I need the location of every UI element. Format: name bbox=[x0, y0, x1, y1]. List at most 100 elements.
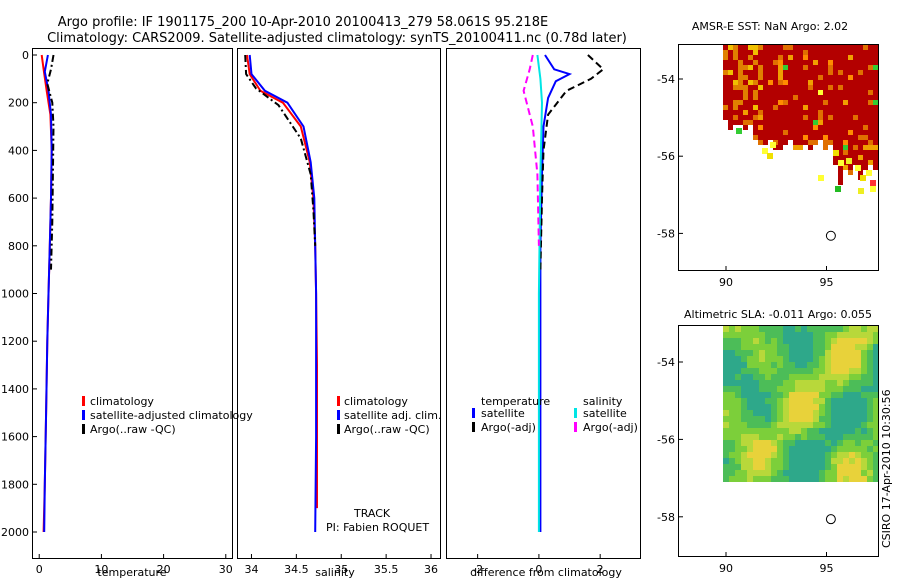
sst-cell bbox=[778, 65, 783, 70]
sla-cell bbox=[729, 344, 735, 350]
sla-cell bbox=[795, 476, 801, 482]
sst-cell bbox=[798, 75, 803, 80]
title-line-2: Climatology: CARS2009. Satellite-adjuste… bbox=[47, 31, 627, 46]
sla-cell bbox=[777, 404, 783, 410]
difference-xtick-label: 2 bbox=[597, 563, 604, 576]
sla-cell bbox=[723, 470, 729, 476]
sst-cell bbox=[853, 95, 858, 100]
sla-cell bbox=[855, 356, 861, 362]
sst-cell bbox=[868, 125, 873, 130]
sst-cell bbox=[818, 130, 823, 135]
sst-cell bbox=[818, 115, 823, 120]
sst-cell bbox=[853, 155, 858, 160]
sst-cell bbox=[823, 135, 828, 140]
sla-cell bbox=[813, 404, 819, 410]
sla-cell bbox=[759, 470, 765, 476]
sst-cell bbox=[833, 125, 838, 130]
sst-cell bbox=[768, 100, 773, 105]
sla-cell bbox=[831, 338, 837, 344]
sst-cell bbox=[863, 125, 868, 130]
sla-cell bbox=[861, 422, 867, 428]
sst-ytick-label: -56 bbox=[657, 150, 675, 163]
sla-cell bbox=[819, 464, 825, 470]
sst-cell bbox=[788, 85, 793, 90]
sla-cell bbox=[867, 416, 873, 422]
sst-cell bbox=[763, 60, 768, 65]
sst-cell bbox=[858, 170, 863, 175]
sst-cell bbox=[808, 105, 813, 110]
sla-cell bbox=[861, 416, 867, 422]
sla-cell bbox=[807, 410, 813, 416]
depth-tick-label: 1600 bbox=[1, 431, 29, 444]
sst-cell bbox=[788, 95, 793, 100]
sst-cell bbox=[743, 100, 748, 105]
sla-cell bbox=[861, 356, 867, 362]
sst-cell bbox=[868, 55, 873, 60]
sst-cell bbox=[858, 155, 863, 160]
sst-cell bbox=[818, 70, 823, 75]
sla-cell bbox=[819, 416, 825, 422]
sla-cell bbox=[801, 344, 807, 350]
sla-cell bbox=[729, 374, 735, 380]
sla-cell bbox=[753, 446, 759, 452]
sla-cell bbox=[849, 476, 855, 482]
sla-cell bbox=[765, 392, 771, 398]
sst-cell bbox=[833, 105, 838, 110]
sla-cell bbox=[771, 350, 777, 356]
sst-cell bbox=[863, 55, 868, 60]
difference-xtick-label: 0 bbox=[535, 563, 542, 576]
sla-cell bbox=[771, 332, 777, 338]
sla-cell bbox=[819, 470, 825, 476]
sst-cell bbox=[763, 55, 768, 60]
sla-cell bbox=[855, 338, 861, 344]
sla-cell bbox=[789, 434, 795, 440]
sst-cell bbox=[758, 85, 763, 90]
sla-cell bbox=[861, 446, 867, 452]
sla-cell bbox=[819, 398, 825, 404]
sst-cell bbox=[823, 90, 828, 95]
sst-cell bbox=[788, 50, 793, 55]
sst-cell bbox=[803, 100, 808, 105]
temperature-xlabel: temperature bbox=[97, 566, 166, 579]
sst-cell bbox=[863, 150, 868, 155]
sst-cell bbox=[768, 110, 773, 115]
sst-cell bbox=[848, 165, 853, 170]
sst-cell bbox=[793, 145, 798, 150]
sst-cell bbox=[768, 120, 773, 125]
sla-cell bbox=[843, 464, 849, 470]
sla-cell bbox=[789, 428, 795, 434]
temperature-series-2 bbox=[46, 54, 55, 270]
sla-cell bbox=[729, 464, 735, 470]
sst-cell bbox=[733, 45, 738, 50]
sst-cell bbox=[873, 65, 878, 70]
sla-cell bbox=[741, 458, 747, 464]
sla-cell bbox=[849, 362, 855, 368]
sst-cell bbox=[773, 105, 778, 110]
sst-cell bbox=[858, 160, 863, 165]
sst-cell bbox=[843, 135, 848, 140]
sla-cell bbox=[819, 362, 825, 368]
sla-cell bbox=[819, 458, 825, 464]
sla-cell bbox=[831, 434, 837, 440]
legend-swatch-argo bbox=[82, 424, 85, 434]
sst-cell bbox=[833, 115, 838, 120]
sst-cell bbox=[768, 115, 773, 120]
sla-cell bbox=[843, 326, 849, 332]
sst-cell bbox=[858, 55, 863, 60]
sst-cell bbox=[818, 175, 824, 181]
sla-cell bbox=[801, 380, 807, 386]
sst-cell bbox=[738, 90, 743, 95]
sla-cell bbox=[729, 398, 735, 404]
sst-cell bbox=[808, 80, 813, 85]
sla-cell bbox=[843, 476, 849, 482]
sst-cell bbox=[728, 95, 733, 100]
sst-cell bbox=[788, 80, 793, 85]
sla-cell bbox=[777, 362, 783, 368]
sst-cell bbox=[738, 105, 743, 110]
sst-cell bbox=[833, 60, 838, 65]
sst-cell bbox=[763, 95, 768, 100]
sst-cell bbox=[838, 130, 843, 135]
sst-cell bbox=[818, 100, 823, 105]
sst-cell bbox=[773, 65, 778, 70]
sst-cell bbox=[773, 80, 778, 85]
